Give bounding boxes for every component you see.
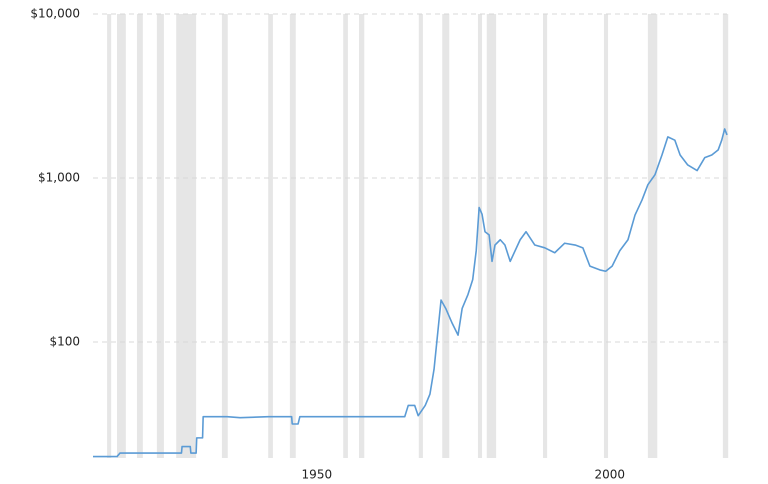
recession-band <box>442 14 450 458</box>
price-line <box>93 128 728 458</box>
recession-band <box>603 14 609 458</box>
recession-band <box>117 14 126 458</box>
recession-band <box>418 14 423 458</box>
recession-band <box>647 14 658 458</box>
y-tick-label: $10,000 <box>30 7 80 21</box>
recession-band <box>156 14 164 458</box>
recession-band <box>221 14 228 458</box>
recession-band <box>486 14 497 458</box>
recession-band <box>477 14 483 458</box>
recession-band <box>543 14 548 458</box>
recession-band <box>722 14 729 458</box>
recession-band <box>268 14 273 458</box>
recession-band <box>343 14 348 458</box>
recession-band <box>136 14 143 458</box>
recession-band <box>359 14 365 458</box>
x-tick-label: 1950 <box>302 468 333 482</box>
recession-band <box>289 14 296 458</box>
recession-band <box>176 14 197 458</box>
y-tick-label: $1,000 <box>38 170 80 184</box>
recession-band <box>107 14 112 458</box>
y-tick-label: $100 <box>49 334 80 348</box>
x-tick-label: 2000 <box>595 468 626 482</box>
